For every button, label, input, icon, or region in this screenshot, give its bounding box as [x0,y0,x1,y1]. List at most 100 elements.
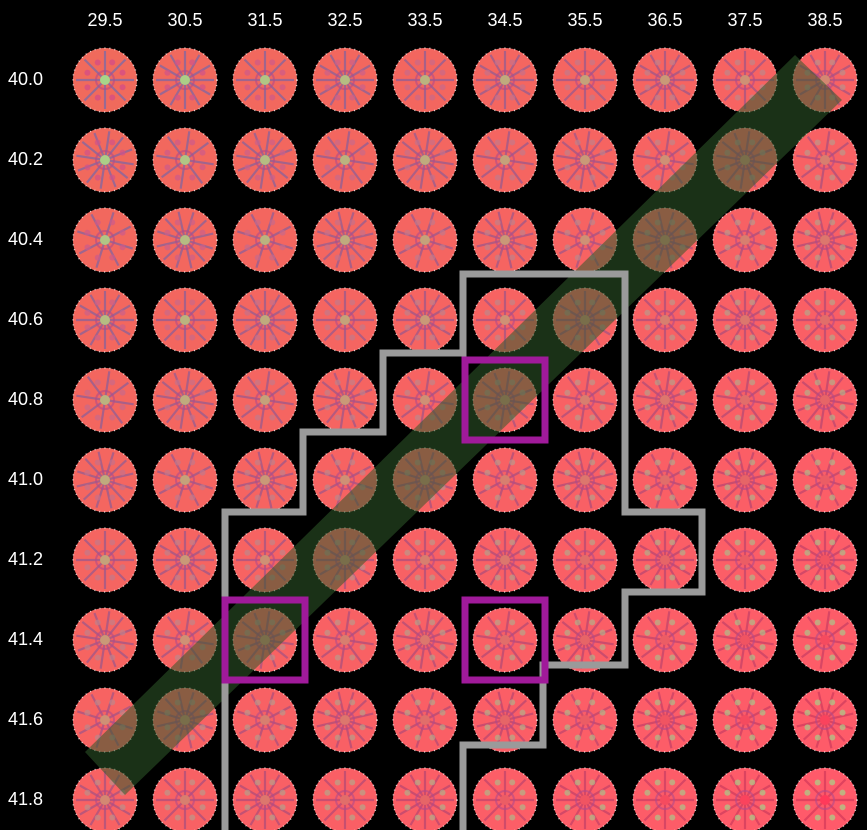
pattern-tile [72,207,138,273]
pattern-tile [552,47,618,113]
pattern-tile [72,287,138,353]
pattern-tile [792,287,858,353]
pattern-tile [392,767,458,830]
pattern-tile [312,607,378,673]
pattern-tile [152,367,218,433]
pattern-tile [472,47,538,113]
pattern-tile [232,127,298,193]
pattern-tile [72,127,138,193]
row-label: 41.8 [8,789,44,809]
pattern-tile [792,607,858,673]
row-label: 40.0 [8,69,44,89]
pattern-tile [552,447,618,513]
pattern-tile [152,287,218,353]
pattern-tile [392,687,458,753]
pattern-tile [472,767,538,830]
column-label: 33.5 [407,10,443,30]
pattern-tile [72,527,138,593]
row-label: 41.2 [8,549,44,569]
highlight-box [461,596,549,684]
pattern-tile [152,47,218,113]
pattern-tile [552,527,618,593]
pattern-tile [232,687,298,753]
column-label: 30.5 [167,10,203,30]
pattern-tile [232,447,298,513]
pattern-tile [552,687,618,753]
pattern-tile [72,367,138,433]
pattern-tile [472,607,538,673]
pattern-tile [72,447,138,513]
column-label: 32.5 [327,10,363,30]
pattern-tile [632,287,698,353]
pattern-tile [712,687,778,753]
pattern-tile [712,367,778,433]
pattern-tile [152,527,218,593]
pattern-tile [312,127,378,193]
pattern-tile [312,367,378,433]
pattern-tile [72,47,138,113]
column-label: 36.5 [647,10,683,30]
column-label: 29.5 [87,10,123,30]
row-label: 40.2 [8,149,44,169]
pattern-tile [392,207,458,273]
pattern-tile [632,367,698,433]
pattern-tile [312,47,378,113]
pattern-tile [392,287,458,353]
pattern-tile [232,207,298,273]
pattern-tile [712,287,778,353]
pattern-tile [392,47,458,113]
pattern-tile [632,447,698,513]
pattern-tile [232,367,298,433]
pattern-tile [632,767,698,830]
pattern-tile [792,127,858,193]
row-label: 41.6 [8,709,44,729]
pattern-tile [232,287,298,353]
row-label: 40.8 [8,389,44,409]
pattern-tile [712,527,778,593]
pattern-tile [712,207,778,273]
pattern-tile [392,127,458,193]
highlight-box [221,596,309,684]
column-label: 37.5 [727,10,763,30]
pattern-tile [232,767,298,830]
pattern-tile [312,767,378,830]
pattern-tile [712,607,778,673]
pattern-tile [792,367,858,433]
pattern-tile [472,207,538,273]
pattern-tile [632,607,698,673]
pattern-tile [552,607,618,673]
pattern-tile [232,47,298,113]
pattern-tile [792,207,858,273]
row-label: 41.4 [8,629,44,649]
pattern-tile [552,367,618,433]
pattern-tile [472,687,538,753]
pattern-tile [552,767,618,830]
pattern-tile [312,687,378,753]
pattern-tile [472,447,538,513]
pattern-tile [472,527,538,593]
column-label: 35.5 [567,10,603,30]
pattern-tile [792,527,858,593]
pattern-tile [312,207,378,273]
pattern-tile [792,767,858,830]
column-label: 38.5 [807,10,843,30]
pattern-tile [392,527,458,593]
row-label: 40.6 [8,309,44,329]
pattern-tile [472,127,538,193]
pattern-tile [152,447,218,513]
pattern-tile [552,127,618,193]
pattern-tile [152,127,218,193]
column-label: 34.5 [487,10,523,30]
column-label: 31.5 [247,10,283,30]
pattern-tile [712,767,778,830]
pattern-tile [792,687,858,753]
pattern-tile [392,607,458,673]
row-label: 40.4 [8,229,44,249]
pattern-tile [712,447,778,513]
pattern-tile [312,287,378,353]
row-label: 41.0 [8,469,44,489]
pattern-tile [152,767,218,830]
pattern-tile [632,687,698,753]
